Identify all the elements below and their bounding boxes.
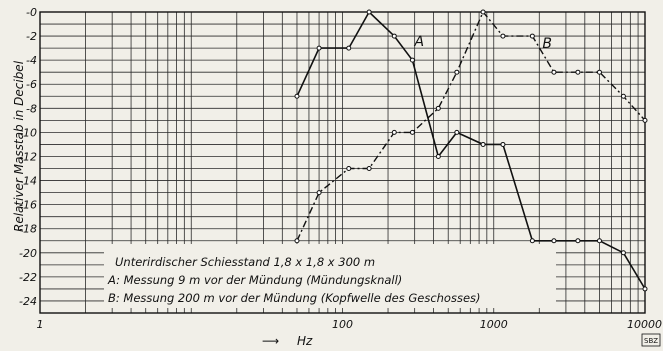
data-point-b — [316, 190, 322, 196]
y-tick-label: -24 — [19, 295, 37, 308]
data-point-b — [620, 93, 626, 99]
data-point-b — [480, 9, 486, 15]
data-point-a — [500, 141, 506, 147]
data-point-a — [551, 238, 557, 244]
data-point-a — [642, 286, 648, 292]
y-tick-label: -20 — [19, 247, 37, 260]
data-point-b — [596, 69, 602, 75]
badge-text: SBZ — [644, 337, 658, 345]
y-tick-label: -12 — [19, 150, 37, 163]
y-tick-labels: -0 -2 -4 -6 -8 -10 -12 -14 -16 -18 -20 -22 -24 — [19, 6, 37, 308]
x-tick-label: 10000 — [627, 318, 662, 331]
series-label-a: A — [413, 34, 424, 50]
data-point-a — [454, 129, 460, 135]
sbz-badge: SBZ — [641, 333, 661, 347]
data-point-b — [346, 166, 352, 172]
x-tick-labels: 1 100 1000 10000 — [37, 318, 663, 331]
annotation-series-b: B: Messung 200 m vor der Mündung (Kopfwe… — [108, 291, 481, 305]
data-point-a — [575, 238, 581, 244]
y-tick-label: -4 — [26, 54, 37, 67]
data-point-a — [409, 57, 415, 63]
y-tick-label: -6 — [26, 78, 37, 91]
x-tick-label: 1 — [37, 318, 44, 331]
data-point-a — [316, 45, 322, 51]
x-tick-label: 100 — [332, 318, 353, 331]
y-tick-label: -18 — [19, 223, 37, 236]
badge-frame — [641, 333, 661, 347]
series-line-b — [296, 10, 646, 242]
annotation-series-a: A: Messung 9 m vor der Mündung (Mündungs… — [107, 273, 402, 287]
data-point-a — [366, 9, 372, 15]
annotation-title: Unterirdischer Schiesstand 1,8 x 1,8 x 3… — [115, 255, 375, 269]
y-tick-label: -2 — [26, 30, 37, 43]
data-point-b — [642, 117, 648, 123]
y-tick-label: -0 — [26, 6, 37, 19]
y-tick-label: -22 — [19, 271, 37, 284]
data-point-a — [620, 250, 626, 256]
data-point-b — [294, 238, 300, 244]
y-tick-label: -8 — [26, 102, 37, 115]
data-point-b — [391, 129, 397, 135]
y-tick-label: -14 — [19, 175, 37, 188]
y-tick-label: -10 — [19, 126, 37, 139]
data-point-b — [575, 69, 581, 75]
data-point-b — [454, 69, 460, 75]
x-axis-arrow: ⟶ — [262, 334, 279, 348]
x-axis-label: Hz — [297, 334, 313, 348]
y-axis-label: Relativer Masstab in Decibel — [12, 60, 26, 232]
data-point-b — [500, 33, 506, 39]
data-point-b — [435, 105, 441, 111]
data-point-b — [551, 69, 557, 75]
series-label-b: B — [542, 36, 552, 52]
data-point-b — [366, 166, 372, 172]
data-point-a — [596, 238, 602, 244]
data-point-b — [529, 33, 535, 39]
y-tick-label: -16 — [19, 199, 37, 212]
data-point-a — [480, 141, 486, 147]
series-line-a — [296, 10, 646, 290]
plot-frame — [39, 11, 646, 314]
data-point-a — [391, 33, 397, 39]
data-point-a — [346, 45, 352, 51]
x-tick-label: 1000 — [480, 318, 508, 331]
data-point-b — [409, 129, 415, 135]
data-point-a — [435, 153, 441, 159]
data-point-a — [529, 238, 535, 244]
data-point-a — [294, 93, 300, 99]
annotation-box — [104, 244, 556, 308]
